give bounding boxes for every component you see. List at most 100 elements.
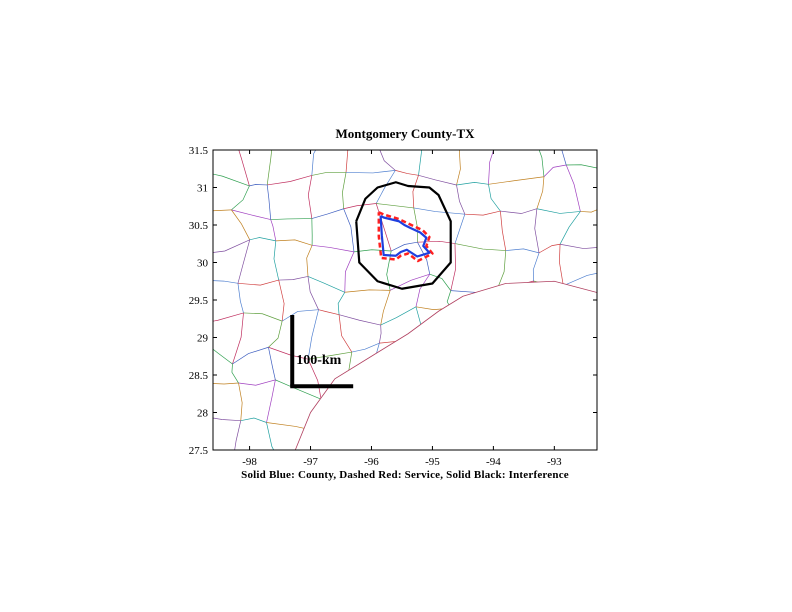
county-line (237, 239, 251, 284)
county-line (267, 175, 312, 186)
county-line (270, 218, 312, 220)
y-tick-label: 31 (197, 183, 208, 195)
county-line (417, 242, 431, 275)
county-line (380, 290, 391, 326)
y-tick-label: 27.5 (189, 445, 209, 457)
county-line (266, 422, 275, 450)
county-line (379, 150, 396, 171)
county-boundary (379, 215, 431, 258)
county-line (232, 346, 269, 365)
county-line (500, 208, 537, 214)
service-boundary (377, 211, 434, 263)
x-tick-label: -93 (547, 456, 562, 468)
county-line (459, 138, 497, 145)
county-line (213, 382, 239, 385)
county-line (391, 241, 418, 252)
interference-boundary (355, 181, 452, 290)
y-tick-label: 30.5 (189, 220, 209, 232)
y-tick-label: 31.5 (189, 145, 209, 157)
county-line (213, 209, 232, 212)
county-line (231, 363, 239, 384)
county-boundaries (213, 130, 616, 468)
county-line (318, 309, 340, 316)
county-line (281, 309, 319, 322)
county-line (323, 130, 351, 137)
county-line (237, 279, 279, 286)
county-line (231, 209, 271, 220)
y-tick-label: 28 (197, 408, 209, 420)
county-line (563, 272, 597, 287)
county-line (213, 417, 241, 422)
county-line (559, 244, 564, 286)
county-line (213, 348, 233, 365)
county-line (273, 136, 323, 137)
axis-ticks: -98 -97 -96 -95 -94 -93 27.5 28 28.5 29 29.5 30 30.5… (189, 145, 597, 468)
plot-frame (212, 149, 598, 451)
county-line (417, 240, 456, 244)
county-line (307, 276, 319, 310)
county-line (559, 211, 581, 245)
county-line (232, 312, 244, 365)
county-line (379, 325, 382, 344)
county-line (344, 289, 391, 293)
county-line (412, 175, 419, 208)
county-line (454, 243, 506, 251)
x-tick-label: -98 (242, 456, 257, 468)
county-line (243, 312, 283, 322)
x-tick-label: -95 (425, 456, 440, 468)
county-line (598, 142, 616, 169)
county-line (338, 314, 353, 353)
county-line (567, 450, 605, 458)
county-line (346, 170, 396, 174)
county-line (450, 243, 456, 291)
county-line (456, 181, 489, 186)
county-line (266, 150, 273, 185)
y-tick-label: 29 (197, 333, 209, 345)
county-line (312, 244, 355, 253)
county-line (351, 342, 380, 353)
county-line (456, 150, 461, 186)
county-line (413, 207, 465, 215)
y-tick-label: 29.5 (189, 295, 209, 307)
county-line (311, 208, 344, 219)
scale-bar-label: 100-km (296, 353, 341, 368)
county-line (534, 208, 540, 253)
county-line (275, 379, 322, 400)
county-line (213, 312, 244, 322)
county-line (538, 243, 561, 254)
x-tick-label: -97 (303, 456, 318, 468)
x-tick-label: -94 (486, 456, 501, 468)
county-line (234, 420, 242, 450)
county-line (532, 131, 563, 141)
county-line (311, 172, 347, 176)
county-line (343, 208, 355, 252)
county-line (598, 168, 607, 205)
county-line (488, 150, 494, 185)
county-line (394, 452, 412, 465)
county-line (418, 174, 457, 186)
county-line (213, 239, 250, 253)
county-line (268, 321, 283, 348)
county-line (395, 170, 419, 176)
county-line (488, 176, 544, 185)
county-line (565, 164, 581, 212)
y-tick-label: 28.5 (189, 370, 209, 382)
county-line (278, 276, 309, 281)
county-line (307, 175, 313, 219)
county-line (233, 130, 274, 137)
county-line (596, 322, 597, 324)
county-line (273, 240, 280, 281)
county-line (418, 150, 423, 176)
county-line (464, 210, 501, 216)
county-line (500, 453, 538, 468)
county-line (413, 207, 418, 243)
county-line (238, 382, 243, 421)
county-line (559, 243, 597, 249)
county-line (240, 417, 267, 423)
county-line (454, 214, 466, 244)
county-line (270, 219, 277, 241)
county-line (605, 418, 606, 449)
county-line (344, 251, 355, 293)
county-line (268, 347, 276, 380)
county-line (342, 172, 347, 209)
